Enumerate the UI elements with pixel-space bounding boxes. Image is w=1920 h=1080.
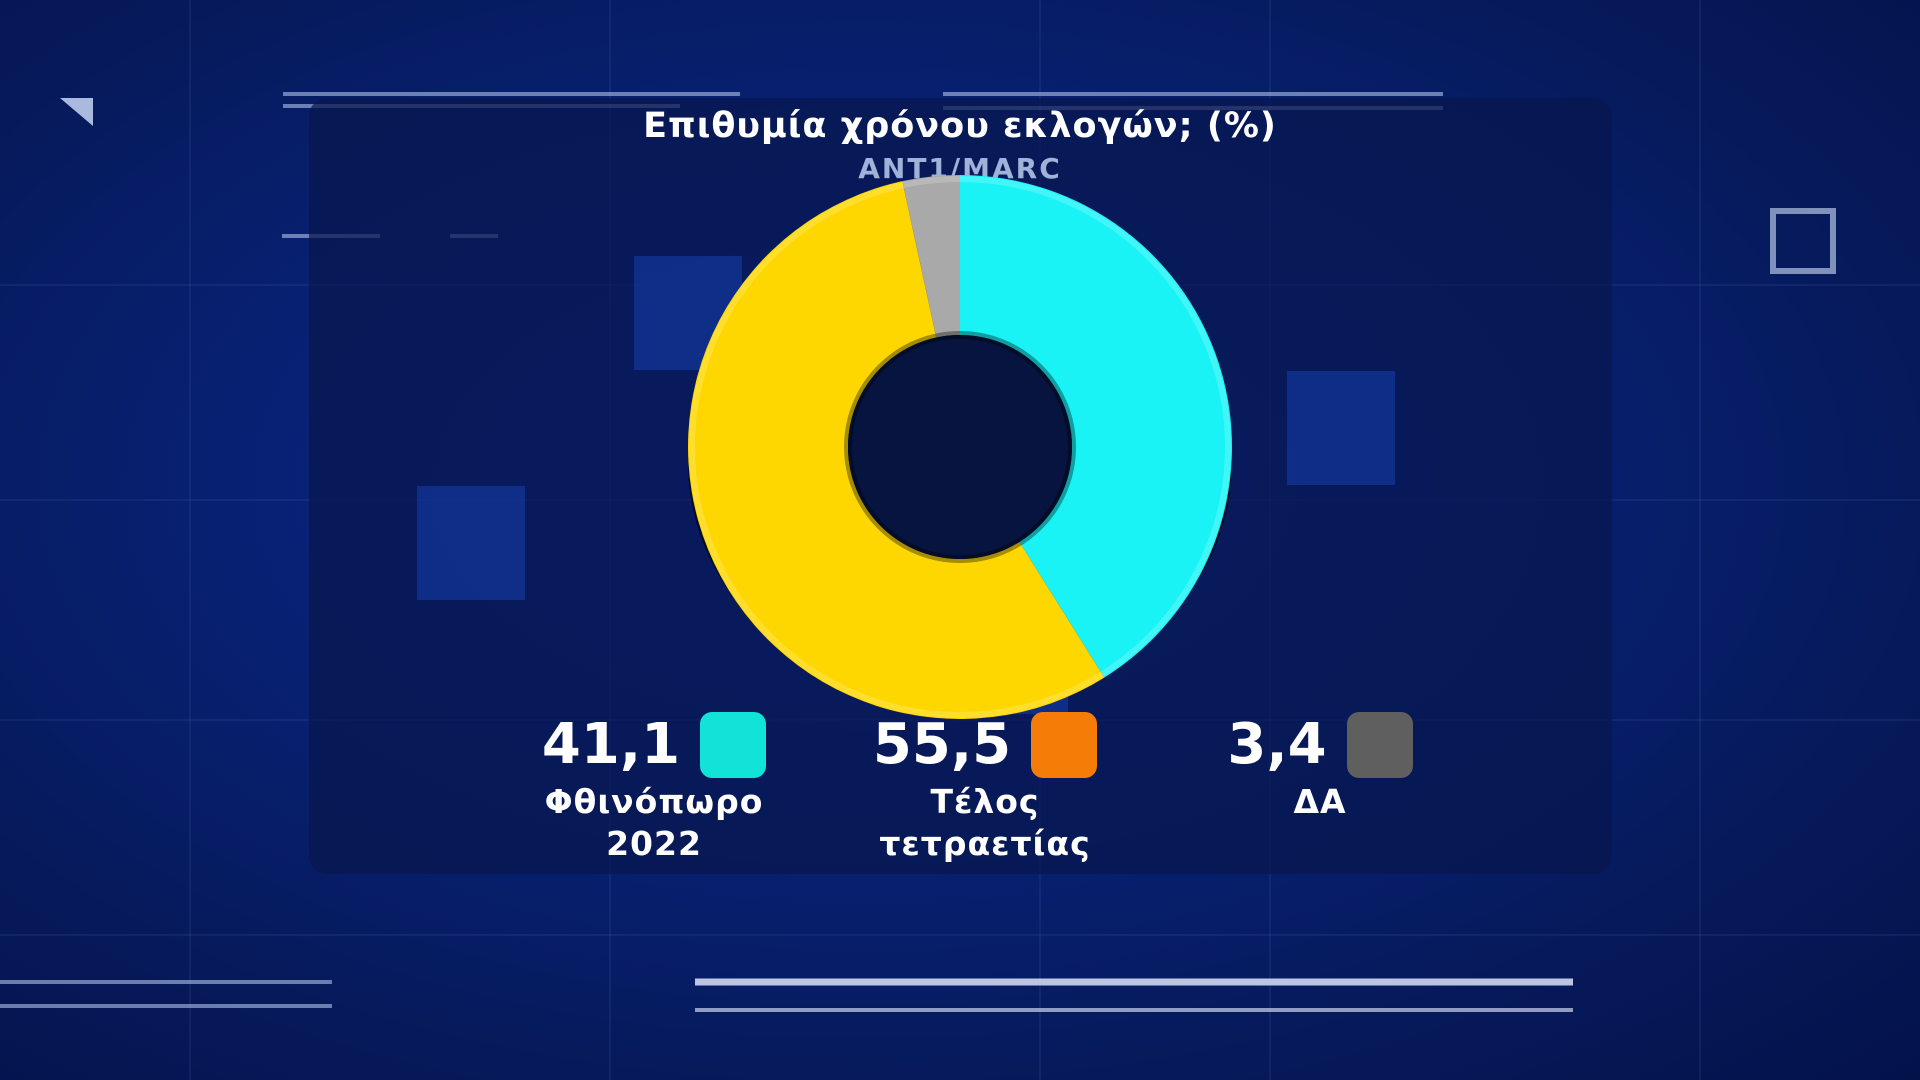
legend-value: 55,5 [872, 712, 1012, 777]
donut-hole [848, 335, 1072, 559]
donut-slice-3 [902, 175, 960, 338]
chart-title: Επιθυμία χρόνου εκλογών; (%) [643, 106, 1277, 146]
decorative-square [417, 486, 525, 600]
donut-slice-2 [688, 181, 1105, 719]
corner-triangle-icon [60, 98, 93, 126]
legend-value: 3,4 [1227, 712, 1327, 777]
legend-label-line: Τέλος [930, 782, 1040, 821]
legend-label-line: 2022 [606, 824, 702, 863]
donut-slice-1 [960, 175, 1233, 678]
legend-label-line: ΔΑ [1293, 782, 1347, 821]
legend-item-dont-know: 3,4 ΔΑ [1180, 712, 1460, 820]
donut-highlight [689, 176, 1231, 718]
legend-label-line: Φθινόπωρο [544, 782, 764, 821]
donut-hole-rim [844, 331, 1076, 563]
legend-item-autumn-2022: 41,1 Φθινόπωρο 2022 [514, 712, 794, 862]
legend-item-end-of-term: 55,5 Τέλος τετραετίας [845, 712, 1125, 862]
legend-swatch [1031, 712, 1098, 778]
legend-label-line: τετραετίας [879, 824, 1091, 863]
legend-value: 41,1 [541, 712, 681, 777]
legend-swatch [1346, 712, 1413, 778]
legend-swatch [700, 712, 767, 778]
decorative-square [1287, 371, 1395, 485]
square-outline-icon [1770, 208, 1836, 274]
